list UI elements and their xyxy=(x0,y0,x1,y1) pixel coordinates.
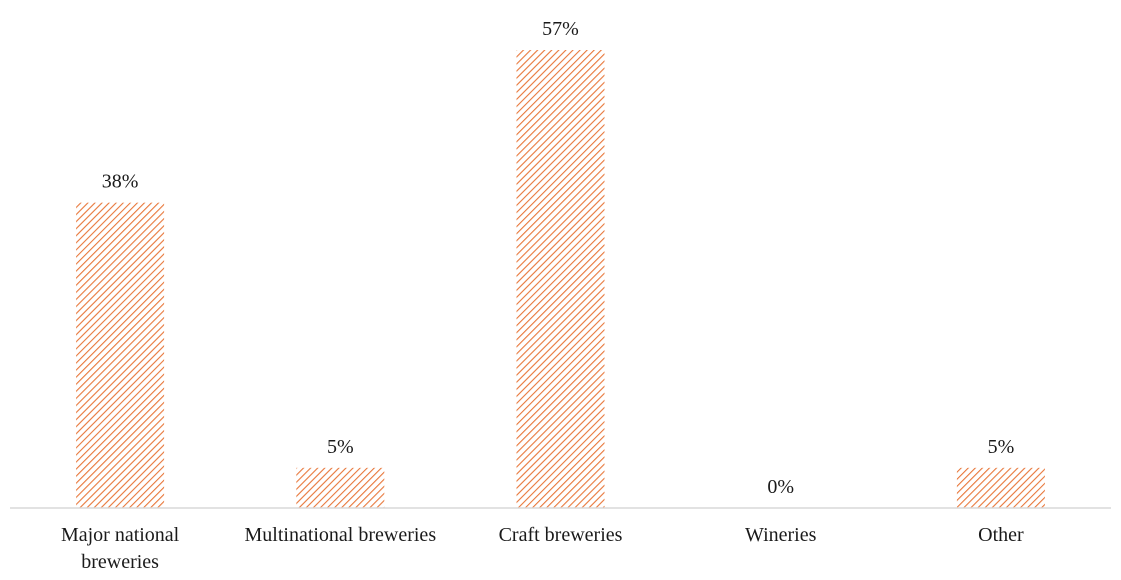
x-tick-label-2: Craft breweries xyxy=(499,524,623,546)
x-tick-label-line: Major national xyxy=(61,524,180,546)
data-label-3: 0% xyxy=(767,476,794,498)
x-tick-labels-layer: Major national breweries Multinational bre… xyxy=(61,524,1024,573)
data-label-2: 57% xyxy=(542,18,579,40)
x-tick-label-line: Other xyxy=(978,524,1024,546)
x-tick-label-4: Other xyxy=(978,524,1024,546)
data-label-1: 5% xyxy=(327,436,354,458)
bar-0 xyxy=(76,202,165,508)
bars-layer xyxy=(76,50,1045,508)
x-tick-label-3: Wineries xyxy=(745,524,817,546)
x-tick-label-line: Multinational breweries xyxy=(244,524,436,546)
bar-4 xyxy=(956,467,1045,508)
data-label-0: 38% xyxy=(102,171,139,193)
x-tick-label-line: Craft breweries xyxy=(499,524,623,546)
data-label-4: 5% xyxy=(988,436,1015,458)
x-tick-label-line: breweries xyxy=(81,551,159,573)
x-tick-label-line: Wineries xyxy=(745,524,817,546)
bar-2 xyxy=(516,50,605,508)
x-tick-label-0: Major national breweries xyxy=(61,524,180,573)
bar-1 xyxy=(296,467,385,508)
data-labels-layer: 38% 5% 57% 0% 5% xyxy=(102,18,1014,498)
x-tick-label-1: Multinational breweries xyxy=(244,524,436,546)
